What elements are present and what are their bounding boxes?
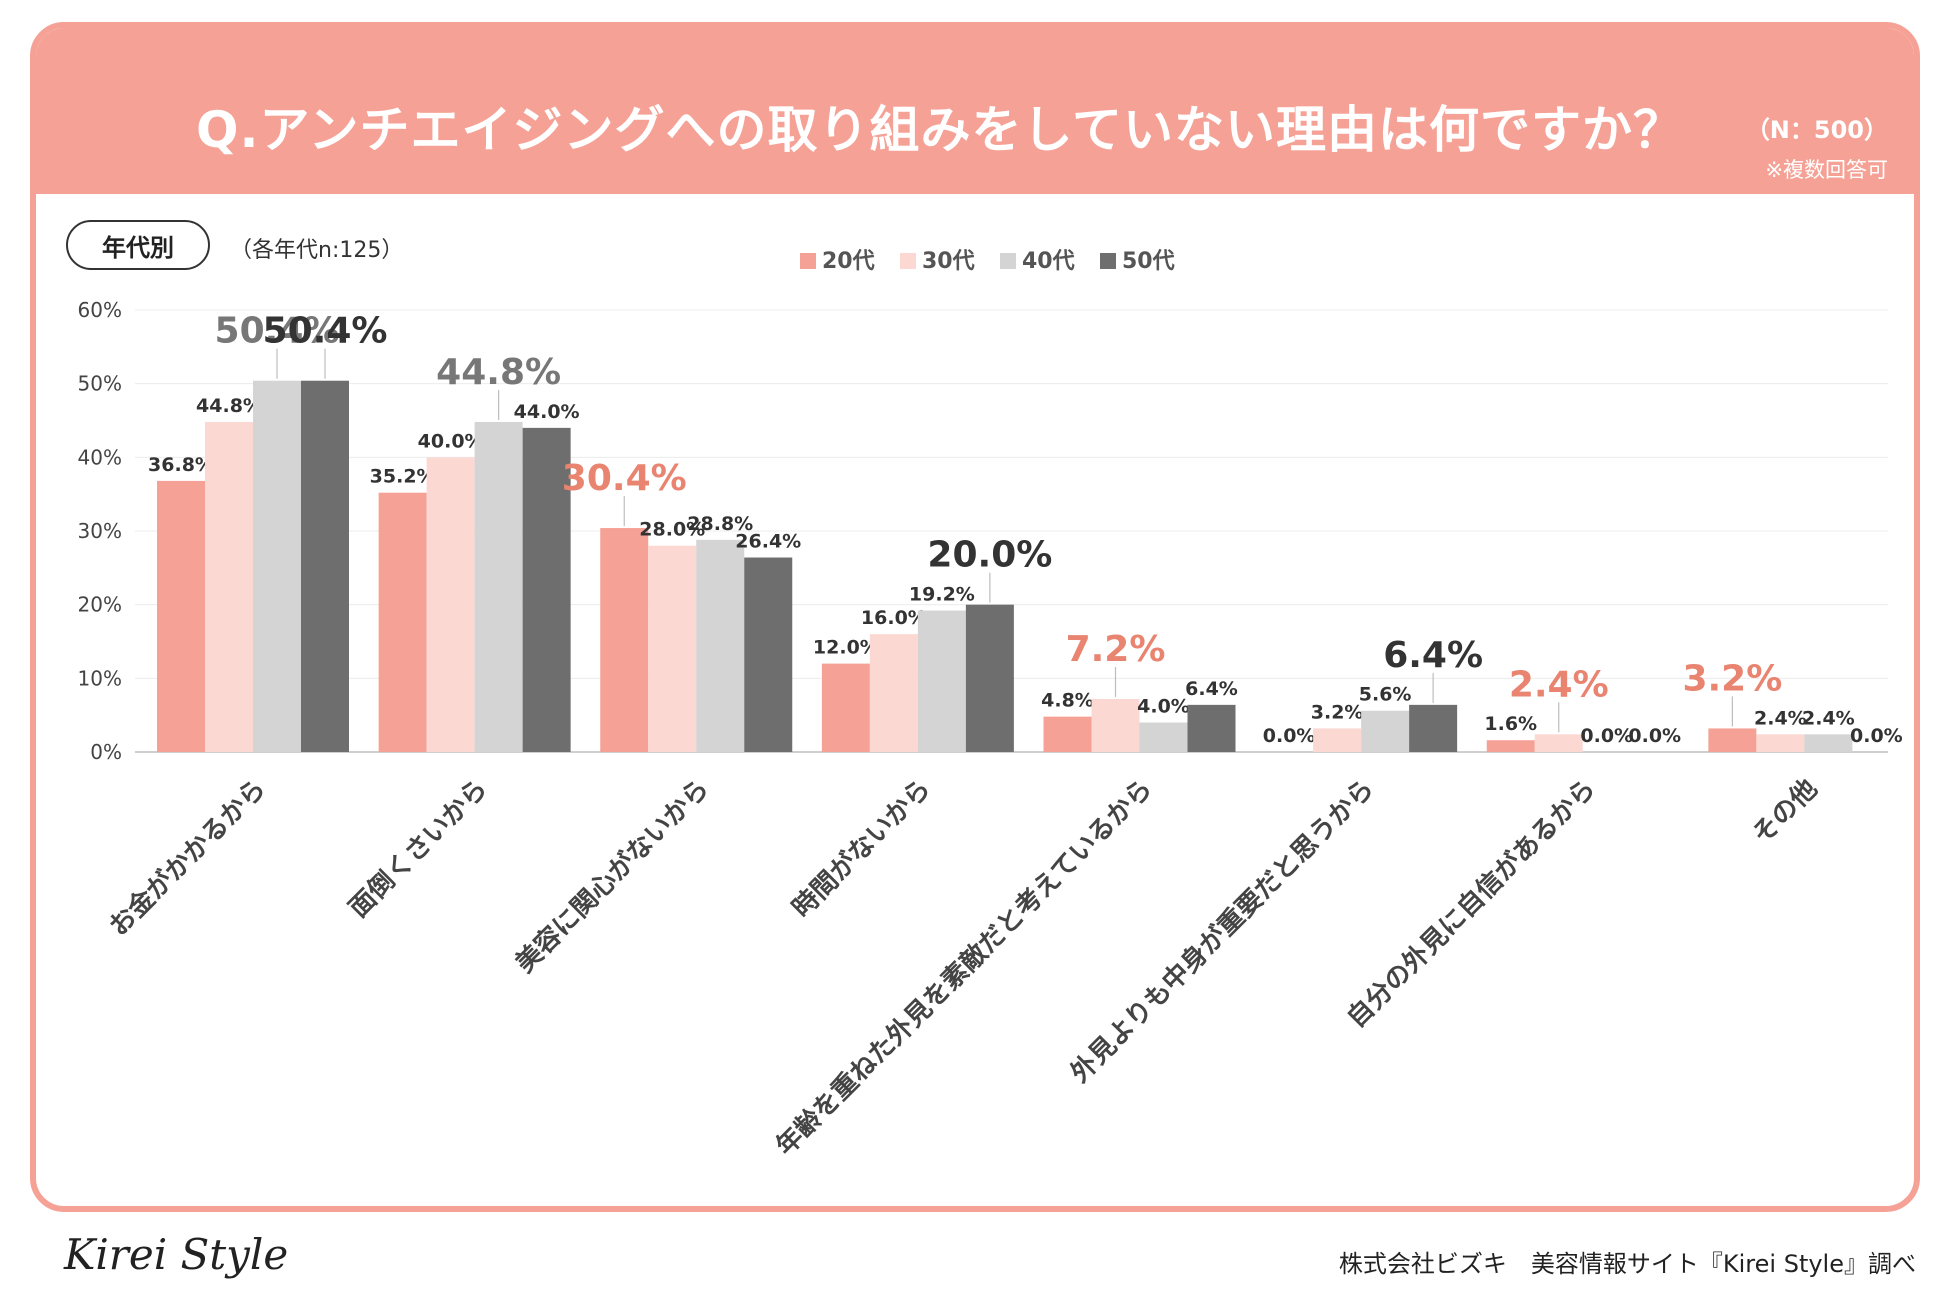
legend-label: 40代: [1022, 249, 1075, 274]
bar: [474, 421, 523, 752]
data-label: 2.4%: [1754, 707, 1807, 729]
data-label: 3.2%: [1311, 701, 1364, 723]
page-title: Q.アンチエイジングへの取り組みをしていない理由は何ですか？: [196, 101, 1684, 159]
bar: [869, 634, 918, 752]
bar: [253, 380, 301, 752]
data-label-highlight: 50.4%: [215, 311, 340, 352]
bar: [1486, 740, 1535, 752]
data-label-highlight: 7.2%: [1066, 629, 1166, 670]
bar: [1139, 722, 1188, 752]
data-label: 16.0%: [861, 607, 927, 629]
legend-swatch: [900, 253, 916, 269]
y-tick-label: 10%: [78, 666, 122, 690]
bar: [1043, 716, 1092, 752]
header-band: Q.アンチエイジングへの取り組みをしていない理由は何ですか？ （N：500） ※…: [36, 28, 1914, 194]
bar: [744, 557, 793, 752]
data-label: 1.6%: [1484, 713, 1537, 735]
data-label: 26.4%: [735, 531, 801, 553]
data-label-highlight: 6.4%: [1383, 635, 1483, 676]
bar: [426, 457, 475, 752]
segment-note: （各年代n:125）: [230, 238, 404, 263]
data-label: 0.0%: [1628, 725, 1681, 747]
data-label: 4.0%: [1137, 696, 1190, 718]
data-label: 35.2%: [370, 466, 436, 488]
data-label: 28.8%: [687, 513, 753, 535]
bar: [1534, 734, 1583, 752]
legend-label: 20代: [822, 249, 875, 274]
legend-label: 30代: [922, 249, 975, 274]
data-label: 0.0%: [1580, 725, 1633, 747]
category-label: その他: [1747, 774, 1823, 850]
bar: [205, 421, 253, 752]
data-label: 6.4%: [1185, 678, 1238, 700]
category-label: 自分の外見に自信があるから: [1341, 773, 1602, 1034]
y-tick-label: 40%: [78, 445, 122, 469]
data-label-highlight: 3.2%: [1682, 658, 1782, 699]
category-label: お金がかかるから: [103, 773, 272, 942]
bar: [1313, 728, 1362, 752]
data-label: 12.0%: [813, 637, 879, 659]
bar: [1708, 728, 1757, 752]
legend-swatch: [1000, 253, 1016, 269]
bar: [696, 539, 745, 752]
source-credit: 株式会社ビズキ 美容情報サイト『Kirei Style』調べ: [1338, 1250, 1916, 1278]
bar: [917, 610, 966, 752]
data-label-highlight: 20.0%: [927, 535, 1052, 576]
sample-size: （N：500）: [1745, 116, 1888, 144]
bar: [1804, 734, 1853, 752]
legend-swatch: [1100, 253, 1116, 269]
bar: [1756, 734, 1805, 752]
data-label: 2.4%: [1802, 707, 1855, 729]
bar: [821, 663, 870, 752]
data-label-highlight: 44.8%: [436, 352, 561, 393]
category-label: 面倒くさいから: [344, 774, 494, 924]
category-label: 年齢を重ねた外見を素敵だと考えているから: [770, 773, 1159, 1162]
data-label: 5.6%: [1359, 684, 1412, 706]
bar: [648, 545, 697, 752]
y-tick-label: 0%: [90, 740, 122, 764]
bar: [1091, 698, 1140, 752]
y-tick-label: 60%: [78, 298, 122, 322]
data-label: 0.0%: [1263, 725, 1316, 747]
y-tick-label: 20%: [78, 593, 122, 617]
data-label-highlight: 50.4%: [263, 311, 388, 352]
multiple-answer-note: ※複数回答可: [1765, 158, 1888, 182]
category-label: 時間がないから: [786, 773, 937, 924]
bar: [1187, 704, 1236, 752]
legend-label: 50代: [1122, 249, 1175, 274]
data-label: 28.0%: [639, 519, 705, 541]
bar-chart: 0% 10% 20% 30% 40% 50% 60% 20代 30代 40代 50代 36.8% 44.…: [78, 249, 1903, 1162]
bar: [522, 427, 571, 752]
segment-badge: 年代別: [66, 220, 210, 270]
bar: [1409, 704, 1458, 752]
bar: [378, 492, 427, 752]
data-label-highlight: 30.4%: [562, 458, 687, 499]
data-label: 44.8%: [196, 395, 262, 417]
data-label: 19.2%: [909, 584, 975, 606]
bar: [1361, 710, 1410, 752]
legend-swatch: [800, 253, 816, 269]
data-label: 40.0%: [418, 430, 484, 452]
data-label: 0.0%: [1850, 725, 1903, 747]
y-tick-label: 50%: [78, 372, 122, 396]
category-label: 美容に関心がないから: [509, 773, 715, 979]
data-label: 36.8%: [148, 454, 214, 476]
y-tick-label: 30%: [78, 519, 122, 543]
bar: [600, 528, 649, 752]
data-label-highlight: 2.4%: [1509, 664, 1609, 705]
bar: [301, 380, 349, 752]
brand-logo: Kirei Style: [64, 1230, 289, 1279]
data-label: 44.0%: [514, 401, 580, 423]
bar: [157, 480, 205, 752]
data-label: 4.8%: [1041, 690, 1094, 712]
bar: [965, 604, 1014, 752]
